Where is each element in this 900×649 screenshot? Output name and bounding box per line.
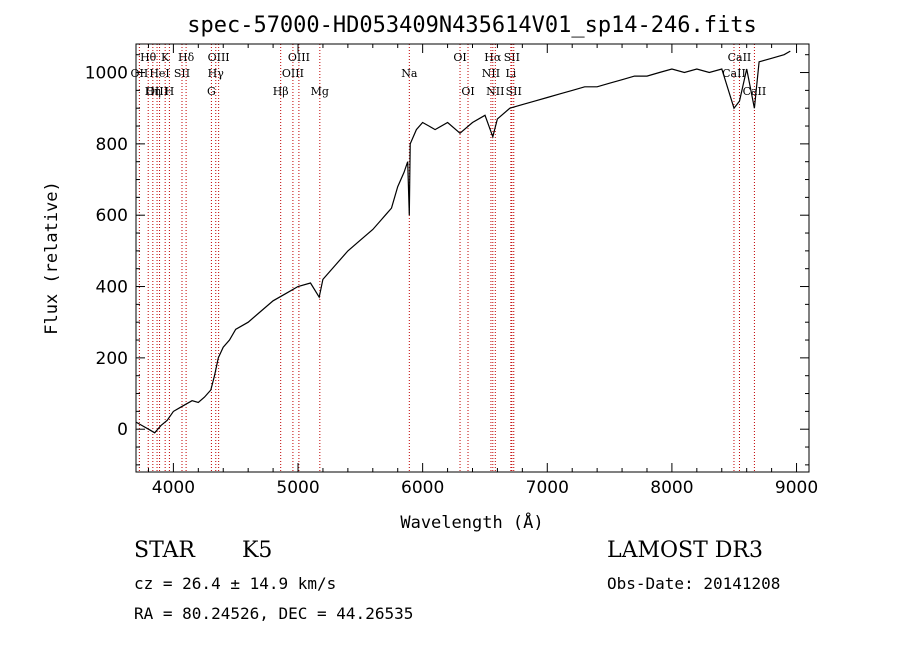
object-subclass: K5 bbox=[242, 538, 273, 563]
spectral-line-label: H bbox=[165, 85, 175, 98]
object-class: STAR bbox=[134, 538, 195, 563]
chart-title: spec-57000-HD053409N435614V01_sp14-246.f… bbox=[187, 13, 757, 38]
spectral-line-label: Na bbox=[401, 67, 418, 80]
x-axis-label: Wavelength (Å) bbox=[400, 511, 543, 533]
spectral-line-label: OII bbox=[131, 67, 149, 80]
plot-frame bbox=[135, 43, 810, 473]
spectral-line-label: HeI bbox=[149, 67, 169, 80]
y-tick-label: 1000 bbox=[85, 64, 128, 84]
spectral-line-label: OI bbox=[453, 51, 466, 64]
axis-ticks: 4000 5000 6000 7000 8000 9000 0 200 400 600 800 100… bbox=[85, 44, 818, 498]
y-tick-label: 600 bbox=[96, 206, 128, 226]
ra-dec: RA = 80.24526, DEC = 44.26535 bbox=[134, 604, 414, 623]
spectral-line-label: NII bbox=[486, 85, 504, 98]
x-tick-label: 7000 bbox=[526, 478, 569, 498]
spectral-line-label: SII bbox=[506, 85, 522, 98]
spectral-line-label: CaII bbox=[728, 51, 752, 64]
spectral-line-label: Hδ bbox=[178, 51, 195, 64]
x-tick-label: 4000 bbox=[152, 478, 195, 498]
spectral-line-label: CaII bbox=[722, 67, 746, 80]
survey-name: LAMOST DR3 bbox=[607, 538, 763, 563]
spectral-line-label: Li bbox=[505, 67, 516, 80]
spectral-line-label: CaII bbox=[743, 85, 767, 98]
spectral-line-label: OIII bbox=[288, 51, 310, 64]
y-tick-label: 0 bbox=[117, 420, 128, 440]
y-tick-label: 200 bbox=[96, 349, 128, 369]
spectral-line-label: NII bbox=[482, 67, 500, 80]
spectral-line-label: K bbox=[161, 51, 170, 64]
y-tick-label: 400 bbox=[96, 278, 128, 298]
x-tick-label: 6000 bbox=[401, 478, 444, 498]
spectral-line-label: SII bbox=[504, 51, 520, 64]
y-axis-label: Flux (relative) bbox=[42, 181, 62, 335]
spectral-line-label: OIII bbox=[282, 67, 304, 80]
spectrum-series bbox=[135, 50, 791, 434]
observation-date: Obs-Date: 20141208 bbox=[607, 574, 781, 593]
spectral-line-label: Mg bbox=[311, 85, 329, 98]
x-tick-label: 5000 bbox=[276, 478, 319, 498]
spectrum-line bbox=[135, 50, 791, 434]
y-tick-label: 800 bbox=[96, 135, 128, 155]
spectral-line-label: SII bbox=[174, 67, 190, 80]
spectral-line-label: Hα bbox=[484, 51, 502, 64]
spectral-line-label: OIII bbox=[146, 85, 168, 98]
spectral-line-label: Hθ bbox=[140, 51, 157, 64]
spectral-line-label: Hγ bbox=[208, 67, 225, 80]
spectral-line-label: Hη bbox=[145, 85, 161, 98]
x-tick-label: 9000 bbox=[775, 478, 818, 498]
spectral-line-label: OIII bbox=[208, 51, 230, 64]
redshift-cz: cz = 26.4 ± 14.9 km/s bbox=[134, 574, 337, 593]
spectral-line-label: Hβ bbox=[273, 85, 289, 98]
spectral-line-label: G bbox=[207, 85, 216, 98]
spectral-line-label: OI bbox=[461, 85, 474, 98]
x-tick-label: 8000 bbox=[650, 478, 693, 498]
